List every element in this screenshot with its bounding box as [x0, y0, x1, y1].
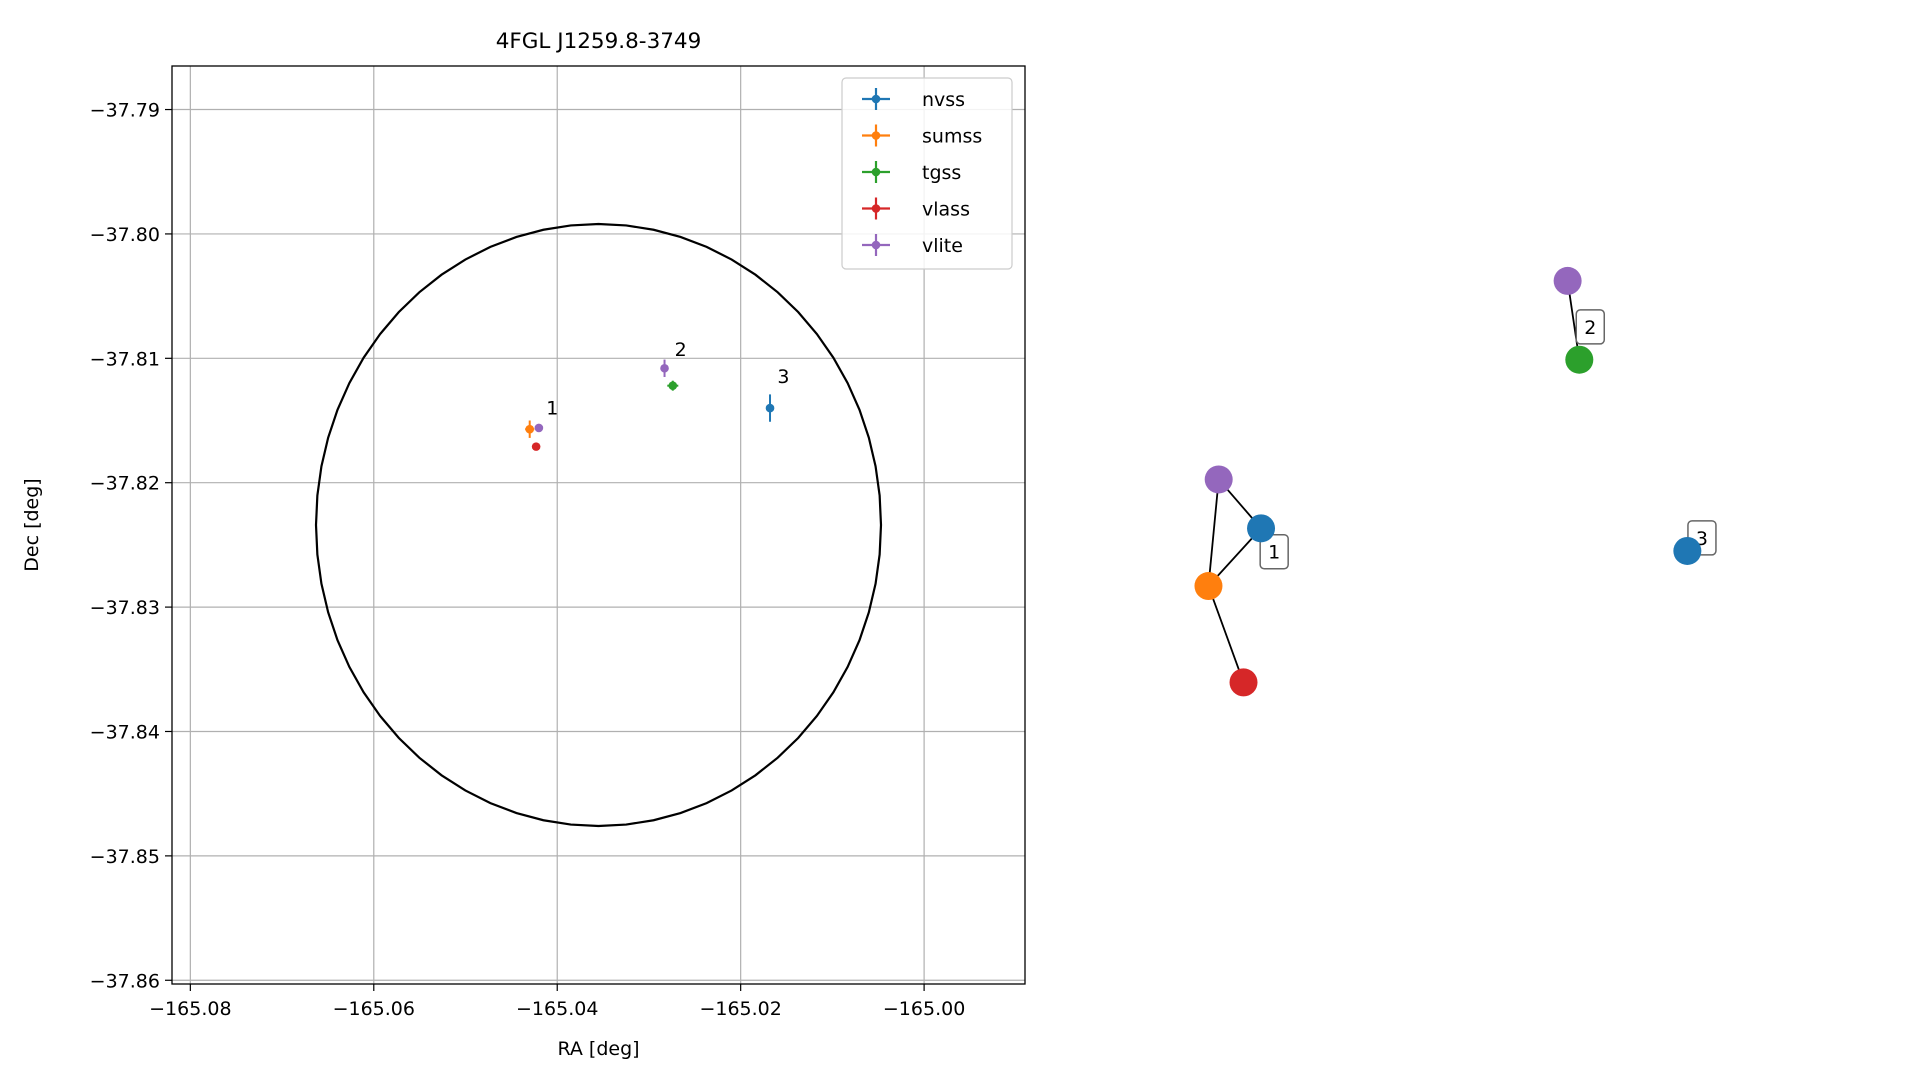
legend-marker [871, 94, 881, 104]
y-tick-label: −37.80 [90, 224, 160, 246]
y-tick-label: −37.83 [90, 597, 160, 619]
network-node [1553, 266, 1582, 295]
network-label-box [1259, 533, 1289, 570]
legend-label: nvss [922, 89, 965, 111]
network-node [1204, 465, 1233, 494]
point-sumss [525, 420, 535, 438]
x-tick-label: −165.06 [333, 998, 415, 1020]
network-edge [1207, 479, 1220, 587]
legend-marker [871, 240, 881, 250]
legend-marker [871, 131, 881, 140]
network-node [1229, 668, 1258, 697]
legend: nvss sumss tgss vlass vlite [841, 77, 1013, 270]
point-marker [531, 442, 541, 451]
x-tick-label: −165.08 [149, 998, 231, 1020]
legend-label: vlite [922, 235, 963, 257]
point-marker [660, 363, 669, 373]
network-edge [1207, 585, 1245, 683]
network-label-text: 1 [1268, 542, 1280, 564]
legend-marker [871, 167, 881, 177]
network-node [1673, 536, 1702, 565]
y-tick-label: −37.85 [90, 846, 160, 868]
legend-label: vlass [922, 199, 970, 221]
network-label: 1 [1259, 533, 1289, 570]
network-node [1247, 514, 1276, 543]
x-tick-label: −165.04 [516, 998, 598, 1020]
group-label: 1 [546, 397, 558, 419]
legend-entry-vlass: vlass [862, 197, 970, 221]
point-vlite [660, 359, 669, 377]
point-marker [534, 423, 544, 433]
point-marker [668, 381, 678, 390]
point-vlass [531, 442, 541, 451]
group-label: 3 [777, 366, 789, 388]
legend-entry-sumss: sumss [862, 124, 982, 148]
x-tick-label: −165.02 [699, 998, 781, 1020]
point-vlite [534, 423, 544, 433]
y-axis-label: Dec [deg] [21, 478, 43, 571]
legend-entry-tgss: tgss [862, 161, 961, 184]
plot-content: 1 2 3 [314, 222, 883, 828]
x-tick-label: −165.00 [883, 998, 965, 1020]
point-marker [765, 403, 775, 413]
legend-box [841, 77, 1013, 270]
x-axis-ticks: −165.08 −165.06 −165.04 −165.02 −165.00 [149, 984, 965, 1020]
legend-entry-vlite: vlite [862, 234, 963, 257]
plot-frame [171, 65, 1026, 985]
y-tick-label: −37.84 [90, 721, 160, 743]
y-tick-label: −37.79 [90, 100, 160, 122]
point-nvss [765, 394, 775, 422]
localization-circle [314, 222, 883, 828]
network-node [1194, 572, 1223, 601]
network-label-box [1575, 309, 1606, 345]
network-label: 2 [1575, 309, 1606, 345]
scatter-panel: 4FGL J1259.8-3749 RA [deg] Dec [deg] −16… [21, 29, 1026, 1060]
network-node [1565, 345, 1594, 374]
legend-marker [871, 204, 881, 213]
group-label: 2 [675, 339, 687, 361]
network-label-text: 2 [1584, 317, 1596, 339]
legend-entry-nvss: nvss [862, 88, 965, 111]
chart-title: 4FGL J1259.8-3749 [496, 29, 702, 54]
point-marker [525, 424, 535, 434]
y-tick-label: −37.81 [90, 348, 160, 370]
y-tick-label: −37.82 [90, 473, 160, 495]
y-tick-label: −37.86 [90, 970, 160, 992]
x-axis-label: RA [deg] [557, 1038, 639, 1060]
legend-label: sumss [922, 126, 982, 148]
legend-label: tgss [922, 162, 961, 184]
network-panel: 123 [1194, 266, 1717, 697]
y-axis-ticks: −37.79 −37.80 −37.81 −37.82 −37.83 −37.84 −37.… [90, 100, 172, 992]
point-tgss [667, 380, 679, 391]
